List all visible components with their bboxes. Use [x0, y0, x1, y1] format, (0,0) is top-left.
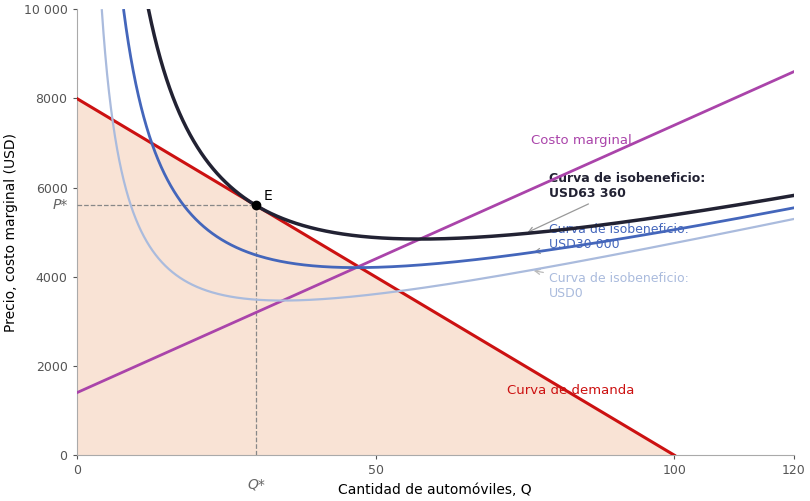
X-axis label: Cantidad de automóviles, Q: Cantidad de automóviles, Q	[339, 483, 532, 497]
Text: Q*: Q*	[247, 477, 265, 491]
Text: Costo marginal: Costo marginal	[531, 134, 632, 147]
Text: P*: P*	[53, 198, 68, 212]
Y-axis label: Precio, costo marginal (USD): Precio, costo marginal (USD)	[4, 133, 18, 332]
Text: Curva de demanda: Curva de demanda	[507, 384, 634, 397]
Text: Curva de isobeneficio:
USD0: Curva de isobeneficio: USD0	[535, 270, 688, 301]
Text: Curva de isobeneficio:
USD30 000: Curva de isobeneficio: USD30 000	[535, 223, 688, 254]
Text: E: E	[263, 189, 272, 203]
Text: Curva de isobeneficio:
USD63 360: Curva de isobeneficio: USD63 360	[529, 172, 706, 232]
